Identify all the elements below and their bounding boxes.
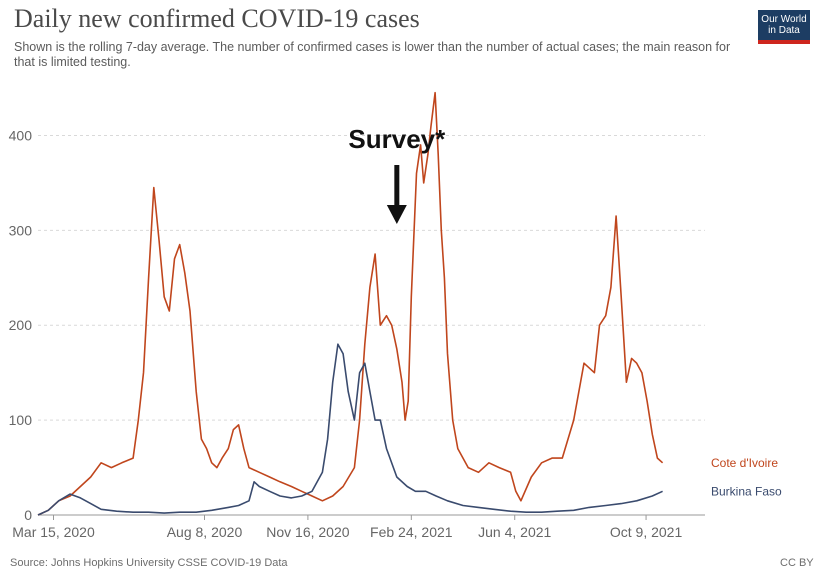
x-tick-label: Oct 9, 2021 bbox=[610, 524, 683, 540]
source-note: Source: Johns Hopkins University CSSE CO… bbox=[10, 557, 288, 569]
y-tick-label: 200 bbox=[9, 317, 33, 333]
x-tick-label: Nov 16, 2020 bbox=[266, 524, 349, 540]
series-line bbox=[37, 343, 663, 516]
y-tick-label: 300 bbox=[9, 222, 33, 238]
y-tick-label: 0 bbox=[24, 507, 32, 523]
license-note[interactable]: CC BY bbox=[780, 557, 814, 569]
x-tick-label: Mar 15, 2020 bbox=[12, 524, 95, 540]
logo-line-1: Our World bbox=[761, 14, 807, 25]
series-label: Burkina Faso bbox=[711, 484, 782, 498]
survey-annotation: Survey* bbox=[348, 124, 446, 154]
series-label: Cote d'Ivoire bbox=[711, 456, 778, 470]
y-tick-label: 100 bbox=[9, 412, 33, 428]
y-tick-label: 400 bbox=[9, 127, 33, 143]
x-tick-label: Feb 24, 2021 bbox=[370, 524, 453, 540]
series-line bbox=[37, 91, 664, 516]
chart-subtitle: Shown is the rolling 7-day average. The … bbox=[14, 40, 731, 69]
x-tick-label: Aug 8, 2020 bbox=[167, 524, 243, 540]
x-tick-label: Jun 4, 2021 bbox=[478, 524, 551, 540]
logo-line-2: in Data bbox=[768, 25, 800, 36]
chart-title: Daily new confirmed COVID-19 cases bbox=[14, 4, 420, 33]
survey-arrow-head bbox=[386, 205, 407, 224]
owid-logo[interactable]: Our World in Data bbox=[758, 10, 810, 44]
